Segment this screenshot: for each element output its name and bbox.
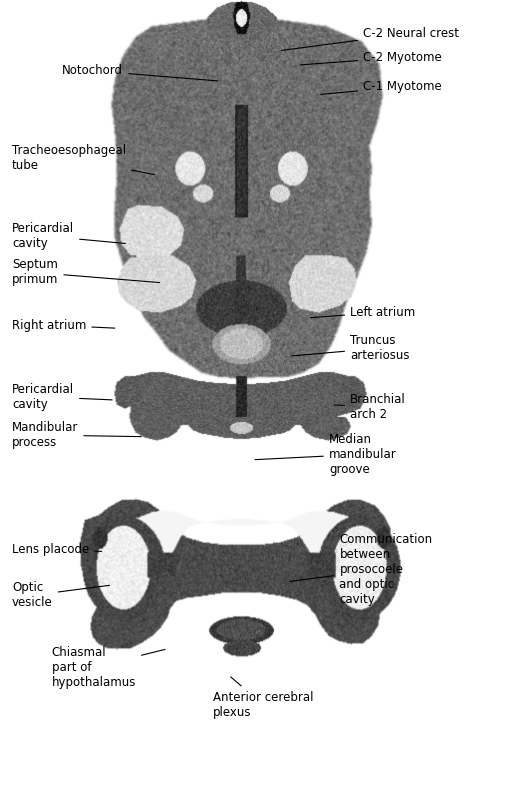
- Text: Right atrium: Right atrium: [12, 318, 115, 331]
- Text: Left atrium: Left atrium: [311, 306, 415, 319]
- Text: Notochord: Notochord: [62, 64, 218, 81]
- Text: Mandibular
process: Mandibular process: [12, 421, 141, 449]
- Text: Optic
vesicle: Optic vesicle: [12, 582, 109, 610]
- Text: Septum
primum: Septum primum: [12, 258, 160, 286]
- Text: Lens placode: Lens placode: [12, 543, 101, 556]
- Text: C-2 Neural crest: C-2 Neural crest: [281, 26, 459, 50]
- Text: Truncus
arteriosus: Truncus arteriosus: [292, 334, 409, 362]
- Text: Median
mandibular
groove: Median mandibular groove: [255, 433, 397, 476]
- Text: Pericardial
cavity: Pericardial cavity: [12, 383, 112, 411]
- Text: C-2 Myotome: C-2 Myotome: [300, 50, 442, 65]
- Text: Communication
between
prosocoele
and optic
cavity: Communication between prosocoele and opt…: [289, 533, 433, 606]
- Text: Branchial
arch 2: Branchial arch 2: [335, 393, 406, 421]
- Text: Anterior cerebral
plexus: Anterior cerebral plexus: [213, 677, 313, 718]
- Text: Chiasmal
part of
hypothalamus: Chiasmal part of hypothalamus: [52, 646, 165, 689]
- Text: Tracheoesophageal
tube: Tracheoesophageal tube: [12, 144, 155, 174]
- Text: C-1 Myotome: C-1 Myotome: [321, 80, 442, 94]
- Text: Pericardial
cavity: Pericardial cavity: [12, 222, 125, 250]
